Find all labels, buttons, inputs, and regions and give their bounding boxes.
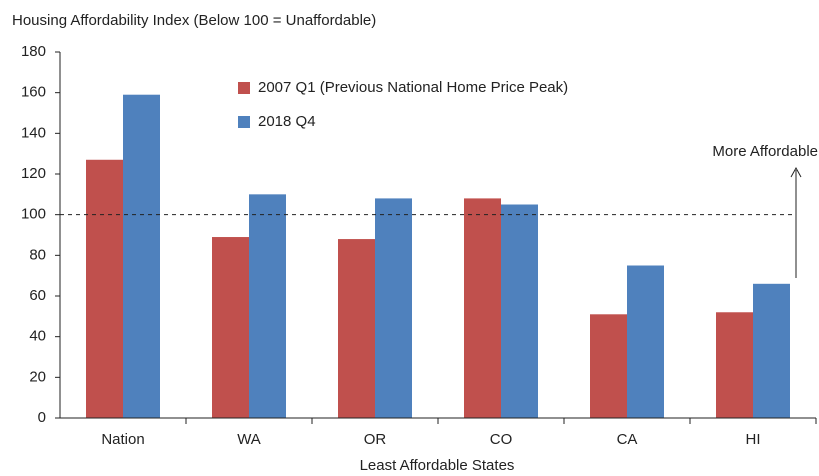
y-tick-label: 60 xyxy=(29,287,46,304)
x-tick-label: CO xyxy=(490,431,513,448)
x-tick-label: OR xyxy=(364,431,387,448)
bar xyxy=(627,265,664,418)
x-tick-label: HI xyxy=(746,431,761,448)
legend-label: 2007 Q1 (Previous National Home Price Pe… xyxy=(258,79,568,96)
chart-title: Housing Affordability Index (Below 100 =… xyxy=(12,12,376,29)
x-tick-label: CA xyxy=(617,431,638,448)
annotation-arrowhead xyxy=(790,166,802,178)
bar xyxy=(464,198,501,418)
x-axis-label: Least Affordable States xyxy=(360,457,515,474)
bar xyxy=(375,198,412,418)
legend-label: 2018 Q4 xyxy=(258,113,316,130)
bar xyxy=(338,239,375,418)
y-tick-label: 180 xyxy=(21,43,46,60)
bar xyxy=(212,237,249,418)
bar xyxy=(123,94,160,418)
bar xyxy=(753,283,790,418)
x-tick-label: WA xyxy=(237,431,261,448)
legend-swatch xyxy=(238,82,250,94)
bar xyxy=(716,312,753,418)
y-tick-label: 0 xyxy=(38,409,46,426)
x-tick-label: Nation xyxy=(101,431,144,448)
y-tick-label: 100 xyxy=(21,206,46,223)
y-tick-label: 140 xyxy=(21,124,46,141)
bar xyxy=(501,204,538,418)
annotation: More Affordable xyxy=(712,143,818,160)
y-tick-label: 120 xyxy=(21,165,46,182)
y-tick-label: 20 xyxy=(29,368,46,385)
bar xyxy=(86,159,123,418)
y-tick-label: 40 xyxy=(29,328,46,345)
bar xyxy=(590,314,627,418)
bar xyxy=(249,194,286,418)
y-tick-label: 160 xyxy=(21,84,46,101)
y-tick-label: 80 xyxy=(29,246,46,263)
legend-swatch xyxy=(238,116,250,128)
